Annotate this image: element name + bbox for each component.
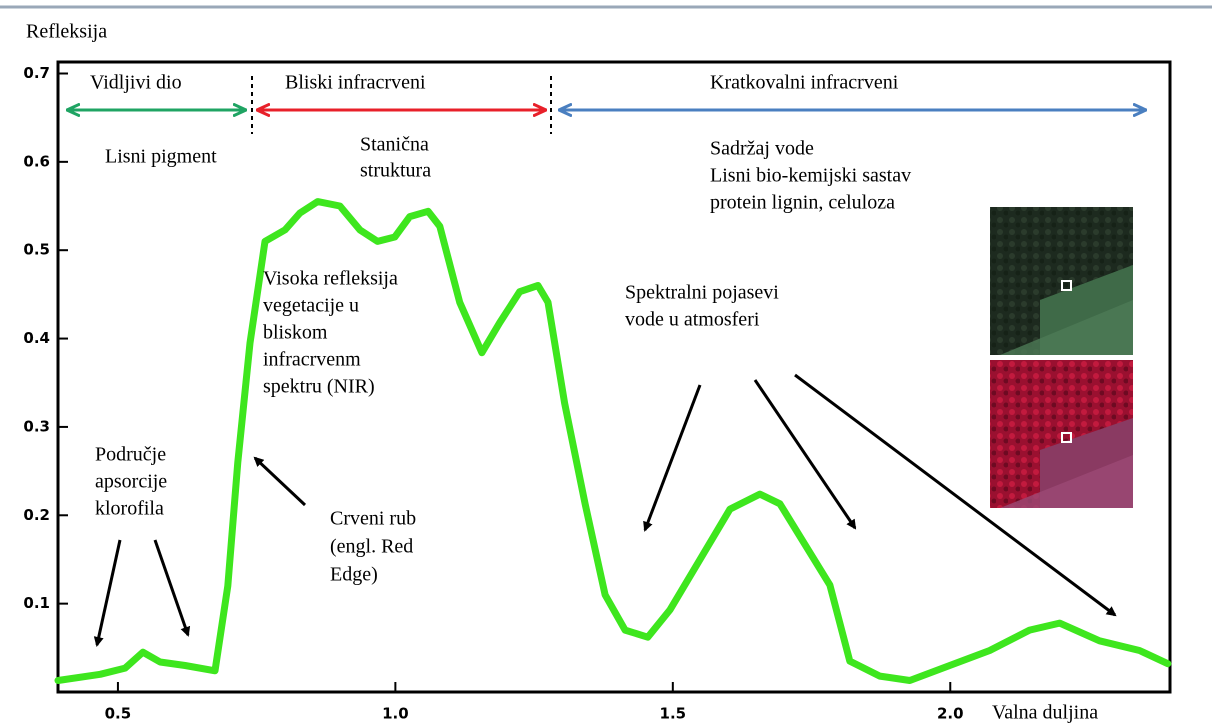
annotation: vegetacije u (263, 295, 359, 317)
annotation: Područje (95, 444, 166, 466)
y-tick-label: 0.5 (23, 241, 50, 259)
region-label: Bliski infracrveni (285, 72, 426, 94)
annotation: protein lignin, celuloza (710, 192, 895, 214)
annotation: Spektralni pojasevi (625, 282, 779, 304)
annotation: (engl. Red (330, 536, 413, 558)
reflectance-line (54, 198, 1172, 684)
x-tick-label: 0.5 (105, 705, 132, 723)
annotation: Sadržaj vode (710, 138, 814, 160)
y-tick-label: 0.3 (23, 417, 50, 435)
annotation: spektru (NIR) (263, 376, 375, 398)
annotation: Edge) (330, 564, 378, 586)
satellite-image (990, 207, 1133, 355)
x-tick-label: 1.5 (660, 705, 687, 723)
region-label: Kratkovalni infracrveni (710, 72, 899, 94)
annotation: Crveni rub (330, 508, 416, 530)
region-label: Vidljivi dio (90, 72, 182, 94)
annotation-arrows (93, 373, 1117, 647)
y-tick-label: 0.4 (23, 329, 50, 347)
annotation: struktura (360, 160, 431, 182)
annotation: Lisni pigment (105, 146, 217, 168)
x-tick-label: 1.0 (382, 705, 409, 723)
y-tick-label: 0.6 (23, 152, 50, 170)
plot-frame (56, 60, 1172, 694)
annotation: Visoka refleksija (263, 268, 398, 290)
y-tick-label: 0.7 (23, 64, 50, 82)
y-axis-label: Refleksija (26, 21, 107, 43)
false-color-image (990, 360, 1133, 508)
y-tick-label: 0.2 (23, 506, 50, 524)
x-tick-label: 2.0 (937, 705, 964, 723)
y-tick-label: 0.1 (23, 594, 50, 612)
annotation: Lisni bio-kemijski sastav (710, 165, 911, 187)
annotation: Stanična (360, 134, 429, 156)
annotation: apsorcije (95, 471, 167, 493)
annotation: vode u atmosferi (625, 309, 760, 331)
annotation: bliskom (263, 322, 328, 344)
x-axis-label: Valna duljina (992, 702, 1098, 724)
annotation: infracrvenm (263, 349, 361, 371)
annotation: klorofila (95, 498, 164, 520)
